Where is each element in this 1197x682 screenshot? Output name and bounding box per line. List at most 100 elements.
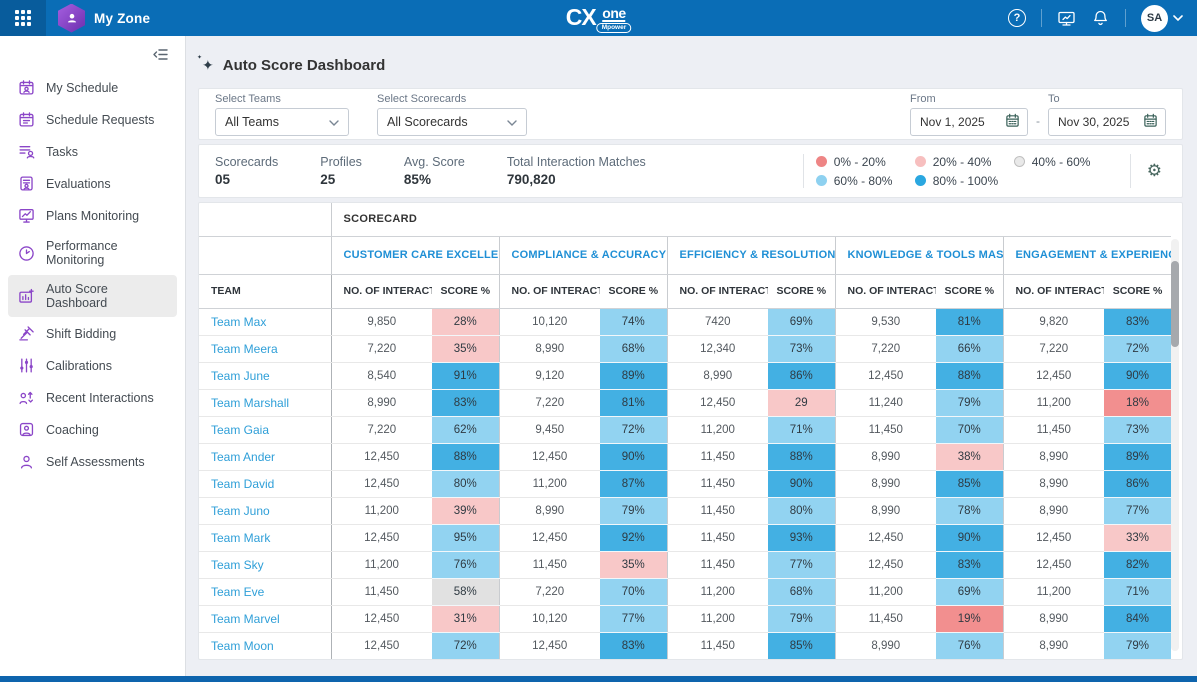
interactions-cell: 10,120: [498, 308, 600, 336]
to-date-input[interactable]: Nov 30, 2025: [1048, 107, 1166, 136]
help-icon[interactable]: ?: [1008, 9, 1026, 27]
score-cell: 91%: [432, 362, 499, 390]
auto-score-dashboard-icon: [18, 288, 35, 305]
score-cell: 88%: [768, 443, 835, 471]
legend-item[interactable]: 20% - 40%: [914, 155, 1014, 169]
sidebar-item-shift-bidding[interactable]: Shift Bidding: [8, 318, 177, 349]
sidebar-item-plans-monitoring[interactable]: Plans Monitoring: [8, 200, 177, 231]
table-row: Team June 8,540 91% 9,120 89% 8,990 86% 12,450 8…: [199, 362, 1171, 390]
avatar[interactable]: SA: [1141, 4, 1168, 32]
sidebar-item-my-schedule[interactable]: My Schedule: [8, 72, 177, 103]
sidebar-item-label: Calibrations: [46, 358, 113, 373]
interactions-cell: 8,990: [834, 632, 936, 659]
screen-share-icon[interactable]: [1057, 9, 1076, 28]
legend-label: 60% - 80%: [833, 173, 893, 188]
interactions-cell: 9,820: [1002, 308, 1104, 336]
interactions-cell: 12,450: [330, 605, 432, 633]
score-cell: 79%: [1104, 632, 1171, 659]
calendar-icon[interactable]: [1005, 113, 1020, 131]
score-cell: 88%: [432, 443, 499, 471]
team-link[interactable]: Team Meera: [199, 335, 332, 363]
score-cell: 39%: [432, 497, 499, 525]
team-link[interactable]: Team Moon: [199, 632, 332, 659]
notifications-bell-icon[interactable]: [1091, 9, 1110, 28]
interactions-cell: 11,450: [1002, 416, 1104, 444]
team-link[interactable]: Team Eve: [199, 578, 332, 606]
team-link[interactable]: Team Gaia: [199, 416, 332, 444]
sidebar-item-auto-score-dashboard[interactable]: Auto Score Dashboard: [8, 275, 177, 317]
interactions-cell: 7,220: [1002, 335, 1104, 363]
legend-item[interactable]: 0% - 20%: [815, 155, 915, 169]
team-link[interactable]: Team David: [199, 470, 332, 498]
cxone-logo: CX one Mpower: [566, 4, 632, 33]
sidebar-item-calibrations[interactable]: Calibrations: [8, 350, 177, 381]
legend-dot-icon: [815, 156, 827, 167]
summary-stats: Scorecards 05 Profiles 25 Avg. Score 85% Total…: [215, 155, 688, 187]
stat-value: 05: [215, 172, 231, 187]
table-row: Team Moon 12,450 72% 12,450 83% 11,450 85% 8,99…: [199, 632, 1171, 659]
team-link[interactable]: Team Ander: [199, 443, 332, 471]
sidebar-item-evaluations[interactable]: Evaluations: [8, 168, 177, 199]
settings-gear-icon[interactable]: ⚙: [1146, 161, 1162, 180]
from-date-input[interactable]: Nov 1, 2025: [910, 107, 1028, 136]
sidebar-item-performance-monitoring[interactable]: Performance Monitoring: [8, 232, 177, 274]
coaching-icon: [18, 421, 35, 438]
interactions-cell: 8,990: [834, 497, 936, 525]
team-link[interactable]: Team Marshall: [199, 389, 332, 417]
summary-bar: Scorecards 05 Profiles 25 Avg. Score 85% Total…: [198, 144, 1183, 198]
team-column-header: TEAM: [199, 274, 332, 309]
scrollbar-thumb[interactable]: [1171, 261, 1179, 347]
sidebar-item-label: Evaluations: [46, 176, 111, 191]
sidebar-item-coaching[interactable]: Coaching: [8, 414, 177, 445]
stat-total-interaction-matches: Total Interaction Matches 790,820: [507, 155, 646, 187]
stat-label: Total Interaction Matches: [506, 155, 646, 169]
interactions-cell: [331, 659, 432, 660]
sidebar-item-tasks[interactable]: Tasks: [8, 136, 177, 167]
score-cell: 35%: [432, 335, 499, 363]
date-range-separator: -: [1036, 113, 1040, 128]
score-cell: 19%: [936, 605, 1003, 633]
team-link[interactable]: Team Max: [199, 308, 332, 336]
calendar-icon[interactable]: [1143, 113, 1158, 131]
scorecards-select[interactable]: All Scorecards: [377, 107, 527, 136]
collapse-sidebar-icon[interactable]: [152, 46, 169, 63]
teams-select[interactable]: All Teams: [215, 107, 349, 136]
legend-item[interactable]: 60% - 80%: [815, 173, 915, 188]
team-link[interactable]: Team Juno: [199, 497, 332, 525]
team-link[interactable]: Team Mark: [199, 524, 332, 552]
team-link[interactable]: Team Sky: [199, 551, 332, 579]
legend-label: 80% - 100%: [932, 173, 999, 188]
score-cell: 69%: [768, 308, 835, 336]
score-cell: 90%: [600, 443, 667, 471]
interactions-cell: 11,450: [834, 416, 936, 444]
table-row: Team Ander 12,450 88% 12,450 90% 11,450 88% 8,9…: [199, 443, 1171, 471]
sidebar-item-self-assessments[interactable]: Self Assessments: [8, 446, 177, 477]
score-cell: 87%: [600, 470, 667, 498]
app-launcher-button[interactable]: [0, 0, 46, 36]
table-row: Team Gaia 7,220 62% 9,450 72% 11,200 71% 11,450…: [199, 416, 1171, 444]
group-header-1: CUSTOMER CARE EXCELLENCE: [330, 236, 499, 275]
sidebar-item-label: Self Assessments: [46, 454, 145, 469]
legend-item[interactable]: 80% - 100%: [914, 173, 1014, 188]
score-cell: 81%: [600, 389, 667, 417]
interactions-cell: 11,200: [330, 551, 432, 579]
calibrations-icon: [18, 357, 35, 374]
table-row: Team Marvel 12,450 31% 10,120 77% 11,200 79% 11…: [199, 605, 1171, 633]
sidebar-item-recent-interactions[interactable]: Recent Interactions: [8, 382, 177, 413]
sidebar-item-label: Auto Score Dashboard: [46, 282, 108, 310]
score-cell: 71%: [768, 416, 835, 444]
legend-item[interactable]: 40% - 60%: [1013, 155, 1113, 169]
interactions-cell: 11,450: [666, 524, 768, 552]
team-link[interactable]: Team Marvel: [199, 605, 332, 633]
interactions-cell: 12,450: [498, 443, 600, 471]
sidebar-item-schedule-requests[interactable]: Schedule Requests: [8, 104, 177, 135]
interactions-cell: 11,450: [666, 632, 768, 659]
score-legend: 0% - 20% 20% - 40% 40% - 60% 60% - 80% 80% -…: [815, 155, 1118, 188]
user-menu[interactable]: SA: [1141, 4, 1183, 32]
team-link[interactable]: Team June: [199, 362, 332, 390]
table-row: Team David 12,450 80% 11,200 87% 11,450 90% 8,9…: [199, 470, 1171, 498]
table-vertical-scrollbar[interactable]: [1171, 239, 1179, 651]
interactions-cell: 8,990: [1002, 605, 1104, 633]
